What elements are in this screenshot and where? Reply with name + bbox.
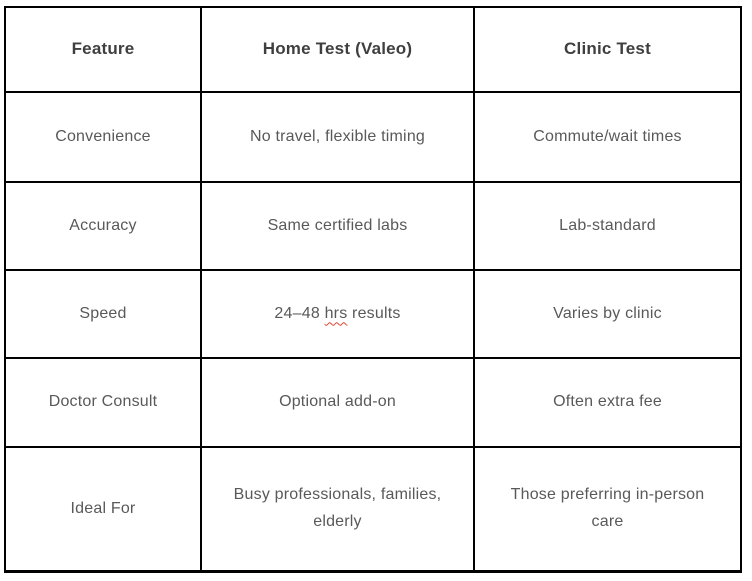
row-speed-feature: Speed xyxy=(6,271,202,359)
cell-text: No travel, flexible timing xyxy=(249,127,426,145)
header-cell-clinic-test: Clinic Test xyxy=(475,8,740,93)
cell-text: Commute/wait times xyxy=(533,127,682,145)
cell-text-before: 24–48 xyxy=(274,304,325,322)
row-ideal-for-home: Busy professionals, families, elderly xyxy=(202,448,475,570)
cell-text: Varies by clinic xyxy=(553,304,662,322)
header-cell-feature: Feature xyxy=(6,8,202,93)
misspelled-word: hrs xyxy=(324,304,348,322)
header-label-home-test: Home Test (Valeo) xyxy=(262,39,413,59)
cell-text: Convenience xyxy=(55,127,151,145)
row-convenience-feature: Convenience xyxy=(6,93,202,183)
row-speed-home: 24–48 hrs results xyxy=(202,271,475,359)
cell-text-wrapper: 24–48 hrs results xyxy=(274,301,400,328)
row-convenience-clinic: Commute/wait times xyxy=(475,93,740,183)
cell-text: Those preferring in-person care xyxy=(510,486,705,530)
header-cell-home-test: Home Test (Valeo) xyxy=(202,8,475,93)
cell-text: Lab-standard xyxy=(559,216,656,234)
cell-text: Busy professionals, families, elderly xyxy=(233,486,442,530)
cell-text: Speed xyxy=(79,304,127,322)
row-accuracy-feature: Accuracy xyxy=(6,183,202,271)
cell-text: Optional add-on xyxy=(279,393,396,411)
cell-text: Accuracy xyxy=(69,216,137,234)
cell-text-after: results xyxy=(347,304,401,322)
row-speed-clinic: Varies by clinic xyxy=(475,271,740,359)
cell-text: Doctor Consult xyxy=(48,393,158,411)
row-ideal-for-clinic: Those preferring in-person care xyxy=(475,448,740,570)
row-accuracy-home: Same certified labs xyxy=(202,183,475,271)
cell-text: Same certified labs xyxy=(267,216,408,234)
comparison-table: Feature Home Test (Valeo) Clinic Test Co… xyxy=(4,6,742,573)
cell-text: Ideal For xyxy=(70,499,136,517)
cell-text: Often extra fee xyxy=(553,393,662,411)
header-label-feature: Feature xyxy=(71,39,135,59)
row-doctor-consult-home: Optional add-on xyxy=(202,359,475,448)
row-ideal-for-feature: Ideal For xyxy=(6,448,202,570)
row-doctor-consult-clinic: Often extra fee xyxy=(475,359,740,448)
row-convenience-home: No travel, flexible timing xyxy=(202,93,475,183)
row-doctor-consult-feature: Doctor Consult xyxy=(6,359,202,448)
row-accuracy-clinic: Lab-standard xyxy=(475,183,740,271)
header-label-clinic-test: Clinic Test xyxy=(564,39,651,59)
